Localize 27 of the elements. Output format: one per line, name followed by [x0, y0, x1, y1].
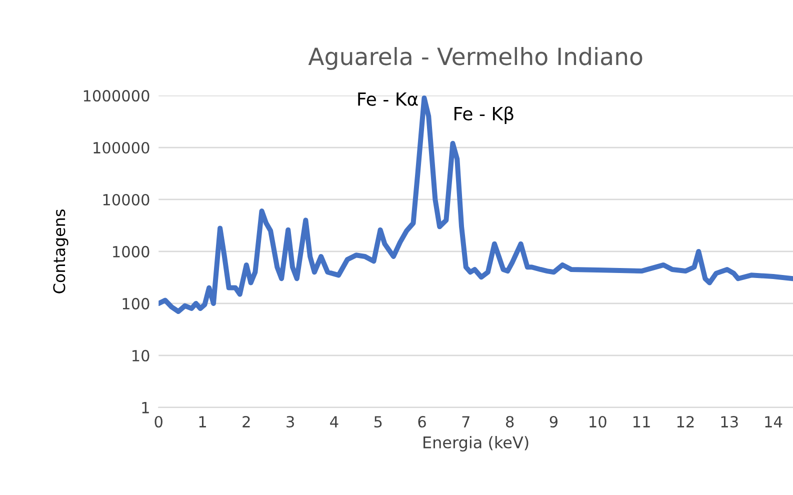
y-tick-label: 10	[132, 350, 150, 362]
x-tick-label: 0	[154, 416, 162, 428]
x-tick-label: 3	[286, 416, 294, 428]
y-tick-label: 10000	[103, 194, 150, 206]
x-tick-label: 1	[199, 416, 206, 428]
x-tick-label: 13	[721, 416, 738, 428]
y-tick-label: 100000	[94, 142, 150, 154]
chart-title: Aguarela - Vermelho Indiano	[308, 47, 642, 70]
x-tick-label: 8	[506, 416, 514, 428]
x-tick-label: 6	[418, 416, 426, 428]
x-tick-label: 4	[330, 416, 338, 428]
y-tick-label: 1000	[113, 246, 150, 258]
x-tick-label: 14	[765, 416, 782, 428]
x-tick-label: 5	[374, 416, 382, 428]
y-axis-title: Contagens	[53, 209, 68, 294]
y-tick-label: 1	[142, 402, 149, 414]
x-axis-title: Energia (keV)	[424, 436, 528, 452]
annotation: Fe - Kα	[358, 92, 418, 106]
x-tick-label: 10	[590, 416, 606, 428]
annotation: Fe - Kβ	[454, 106, 514, 124]
x-tick-label: 11	[633, 416, 650, 428]
x-tick-label: 7	[462, 416, 470, 428]
y-tick-label: 100	[122, 298, 150, 310]
x-tick-label: 2	[242, 416, 250, 428]
y-tick-label: 1000000	[84, 90, 150, 102]
x-tick-label: 9	[550, 416, 558, 428]
x-tick-label: 12	[677, 416, 694, 428]
